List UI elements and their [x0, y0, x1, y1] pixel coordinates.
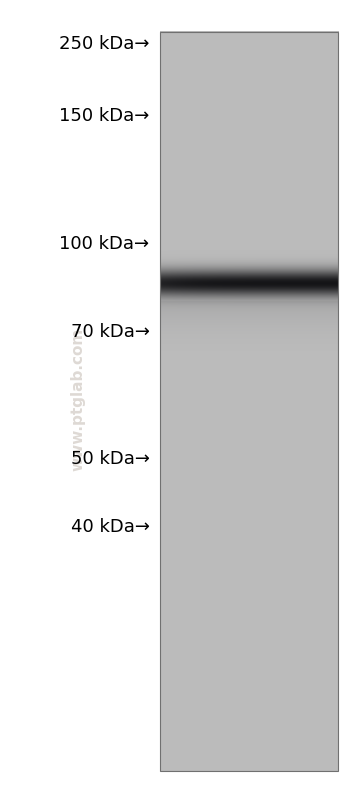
Text: www.ptglab.com: www.ptglab.com: [71, 328, 86, 471]
Text: 150 kDa→: 150 kDa→: [59, 107, 150, 125]
Text: 250 kDa→: 250 kDa→: [59, 35, 150, 53]
Text: 40 kDa→: 40 kDa→: [71, 519, 150, 536]
Text: 50 kDa→: 50 kDa→: [71, 451, 150, 468]
Text: 100 kDa→: 100 kDa→: [59, 235, 150, 252]
Bar: [160, 32, 338, 771]
Text: 70 kDa→: 70 kDa→: [71, 323, 150, 340]
